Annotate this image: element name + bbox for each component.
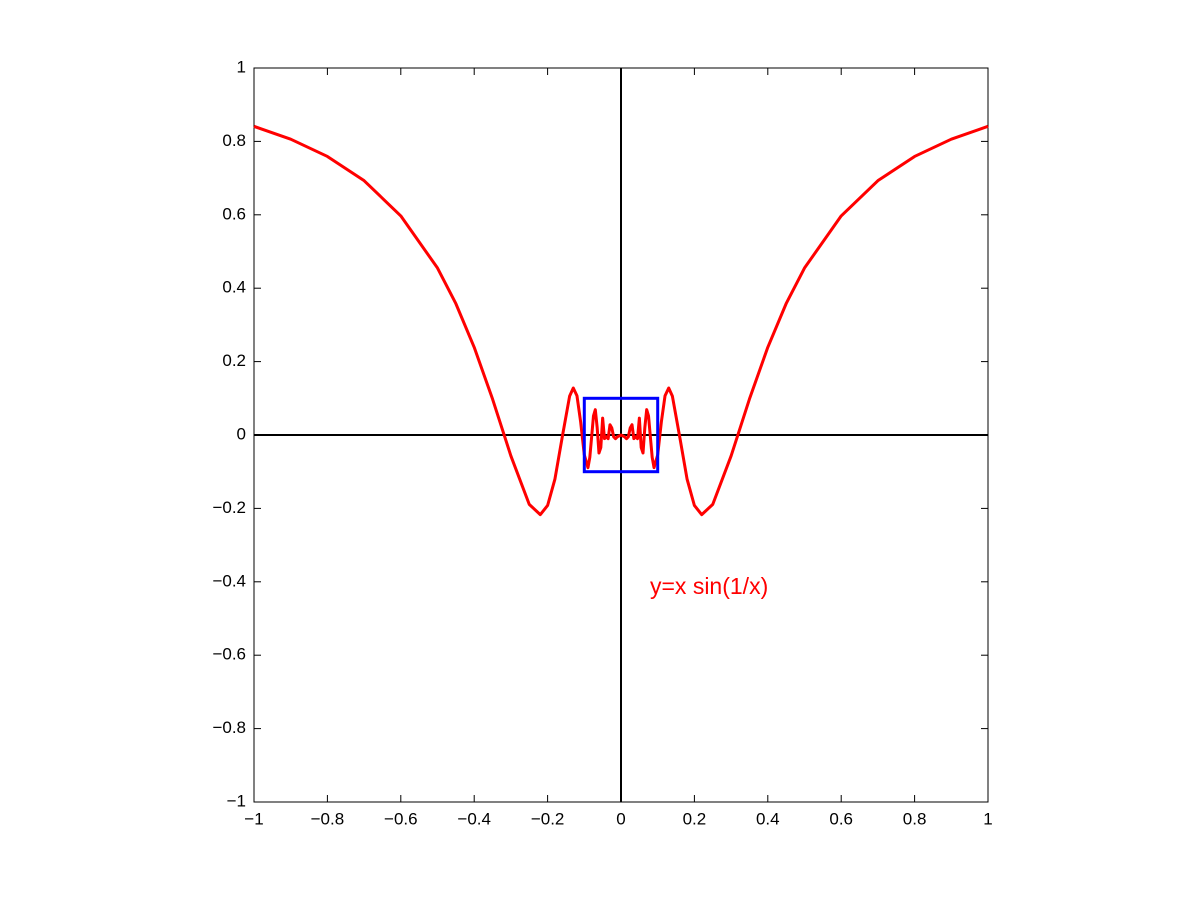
y-tick-label: −0.6 <box>212 645 246 664</box>
x-tick-label: −0.4 <box>457 809 491 828</box>
x-tick-label: −0.2 <box>531 809 565 828</box>
x-tick-label: 0.6 <box>829 809 853 828</box>
line-series <box>253 124 989 517</box>
x-tick-label: 0.4 <box>756 809 780 828</box>
y-tick-label: 0.2 <box>222 351 246 370</box>
x-tick-label: 1 <box>983 809 992 828</box>
y-tick-label: −0.4 <box>212 571 246 590</box>
highlight-box <box>582 396 660 474</box>
x-tick-label: 0.8 <box>903 809 927 828</box>
y-tick-label: 1 <box>237 57 246 76</box>
annotation: y=x sin(1/x) <box>650 573 768 599</box>
y-tick-label: 0 <box>237 424 246 443</box>
y-tick-label: −1 <box>227 791 246 810</box>
x-tick-label: 0.2 <box>683 809 707 828</box>
y-tick-label: −0.8 <box>212 718 246 737</box>
y-tick-label: 0.6 <box>222 204 246 223</box>
x-tick-label: −0.8 <box>311 809 345 828</box>
x-tick-label: −1 <box>244 809 263 828</box>
y-tick-label: 0.8 <box>222 131 246 150</box>
x-tick-label: −0.6 <box>384 809 418 828</box>
y-tick-label: 0.4 <box>222 278 246 297</box>
x-tick-label: 0 <box>616 809 625 828</box>
y-tick-label: −0.2 <box>212 498 246 517</box>
